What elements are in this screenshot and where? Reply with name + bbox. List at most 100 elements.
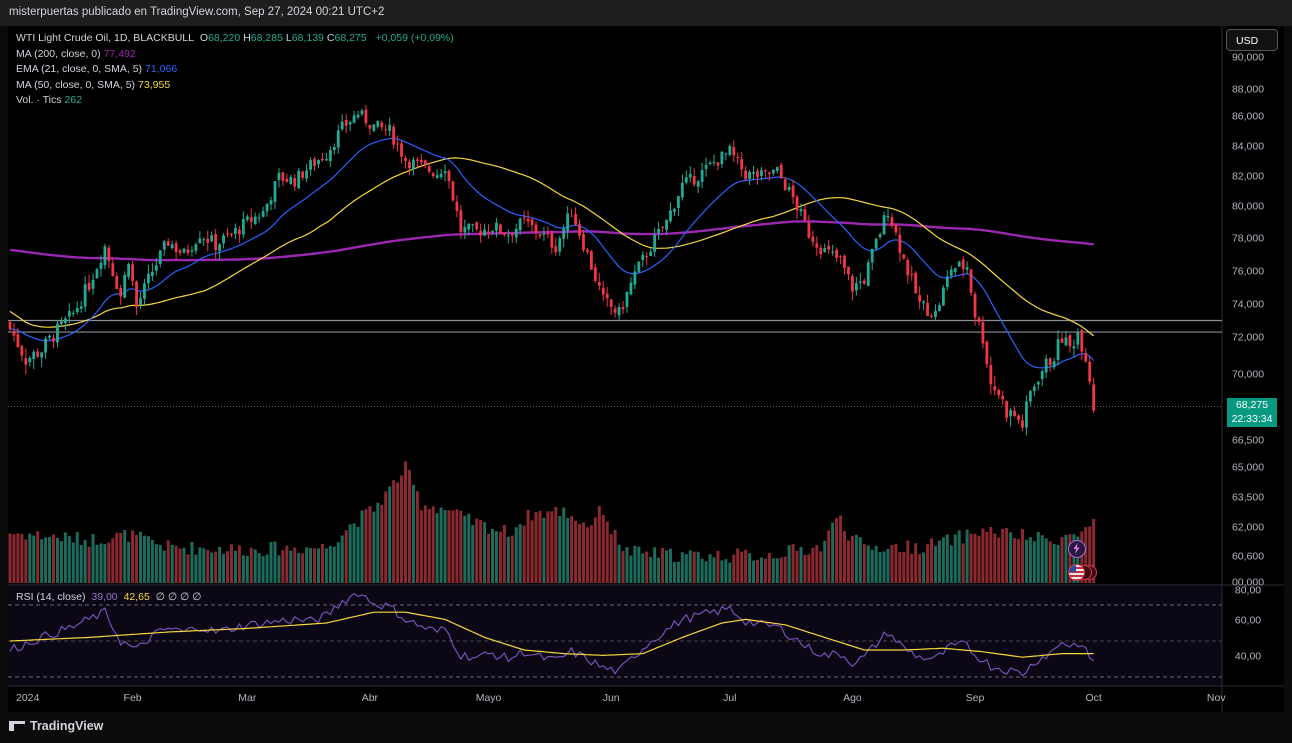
candle-body [669, 210, 672, 222]
candle-body [1068, 335, 1072, 347]
candle-body [771, 169, 775, 174]
candle-body [154, 265, 158, 271]
candle-body [408, 161, 411, 169]
candle-body [412, 159, 415, 170]
candle-body [589, 251, 593, 270]
candle-body [463, 227, 467, 233]
volume-bar [396, 482, 400, 583]
candle-body [613, 308, 617, 313]
lightning-event-icon[interactable] [1068, 540, 1086, 558]
candle-body [36, 351, 40, 357]
volume-bar [759, 557, 763, 583]
rsi-tick-label: 80,00 [1235, 585, 1261, 597]
candle-body [190, 250, 194, 252]
volume-bar [427, 509, 431, 583]
volume-bar [530, 520, 534, 583]
tradingview-logo[interactable]: TradingView [9, 719, 103, 733]
volume-bar [79, 544, 83, 583]
candle-body [87, 282, 91, 290]
candle-body [953, 268, 957, 272]
candle-body [700, 169, 704, 183]
volume-bar [724, 559, 728, 583]
currency-button[interactable]: USD [1226, 29, 1278, 51]
candle-body [874, 238, 878, 249]
volume-bar [494, 531, 498, 583]
candle-body [479, 231, 483, 236]
volume-bar [1001, 528, 1005, 583]
ohlc-value: 68,285 [250, 32, 283, 44]
candle-body [538, 234, 542, 237]
time-tick-label: 2024 [16, 692, 40, 704]
volume-bar [63, 532, 67, 583]
time-tick-label: Feb [124, 692, 142, 704]
volume-bar [32, 535, 36, 583]
volume-bar [752, 560, 756, 583]
candle-body [791, 185, 795, 198]
candle-body [226, 233, 229, 235]
chart-frame[interactable]: 90,000 88,000 86,000 84,000 82,000 80,000 78,0… [8, 26, 1284, 712]
volume-bar [633, 545, 637, 583]
volume-bar [154, 544, 158, 583]
volume-bar [1009, 532, 1013, 583]
us-flag-icon[interactable] [1068, 564, 1085, 581]
candle-body [404, 157, 407, 162]
candle-body [317, 160, 320, 165]
volume-bar [87, 546, 91, 583]
candle-body [961, 259, 965, 269]
volume-bar [803, 554, 807, 583]
volume-bar [1005, 527, 1009, 583]
volume-bar [83, 539, 87, 583]
volume-bars [8, 461, 1096, 583]
candle-body [400, 143, 403, 157]
candle-body [534, 224, 538, 233]
volume-bar [870, 549, 874, 583]
ohlc-key: H [243, 32, 251, 44]
candle-body [673, 208, 676, 212]
volume-bar [886, 548, 890, 583]
rsi-value: 39,00 [91, 591, 118, 603]
candle-body [364, 109, 368, 124]
volume-bar [716, 550, 720, 583]
legend-indicator-row[interactable]: MA (50, close, 0, SMA, 5) 73,955 [16, 78, 457, 94]
volume-bar [20, 533, 24, 583]
candle-body [597, 282, 601, 286]
rsi-label[interactable]: RSI (14, close) [16, 591, 86, 603]
candle-body [629, 282, 633, 295]
volume-bar [823, 540, 827, 583]
legend-indicator-row[interactable]: MA (200, close, 0) 77,492 [16, 47, 457, 63]
legend-indicator-row[interactable]: Vol. · Tics 262 [16, 93, 457, 109]
candle-body [1040, 371, 1044, 380]
volume-bar [957, 530, 961, 583]
candle-body [989, 364, 993, 385]
volume-bar [1032, 541, 1036, 583]
indicator-value: 73,955 [138, 78, 171, 91]
volume-bar [67, 535, 71, 583]
indicator-label: MA (200, close, 0) [16, 47, 101, 60]
legend-indicator-row[interactable]: EMA (21, close, 0, SMA, 5) 71,066 [16, 62, 457, 78]
volume-bar [404, 461, 407, 583]
candle-body [934, 310, 937, 317]
candle-body [756, 170, 759, 178]
legend-symbol[interactable]: WTI Light Crude Oil, 1D, BLACKBULL [16, 32, 194, 44]
price-tick-label: 66,500 [1232, 435, 1264, 447]
volume-bar [435, 513, 439, 583]
volume-bar [158, 545, 162, 583]
candle-body [439, 173, 443, 177]
candle-body [1056, 339, 1060, 360]
candle-body [332, 147, 336, 151]
volume-bar [392, 480, 396, 583]
price-chart[interactable]: 90,000 88,000 86,000 84,000 82,000 80,000 78,0… [8, 26, 1284, 712]
candle-body [546, 233, 550, 235]
candle-body [170, 244, 174, 249]
candle-body [1044, 358, 1048, 373]
candle-body [732, 147, 736, 156]
candle-body [530, 219, 534, 226]
candle-body [827, 245, 831, 250]
candle-body [336, 130, 340, 148]
volume-bar [1060, 537, 1064, 583]
volume-bar [997, 537, 1001, 583]
volume-bar [491, 528, 495, 583]
volume-bar [665, 550, 669, 583]
ohlc-key: L [285, 32, 292, 44]
volume-bar [376, 502, 380, 583]
